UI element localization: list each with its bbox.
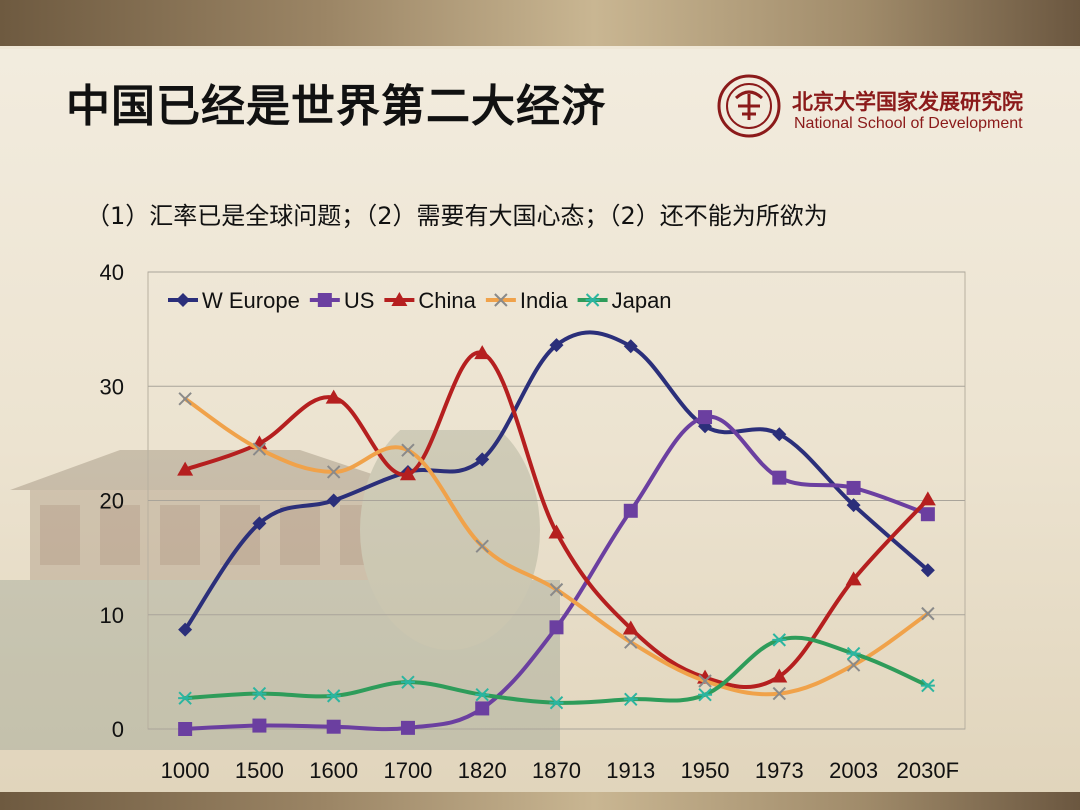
slide-subtitle: （1）汇率已是全球问题；（2）需要有大国心态；（2）还不能为所欲为 bbox=[86, 202, 828, 230]
x-tick-label-1870: 1870 bbox=[532, 758, 581, 783]
data-point-india-1913 bbox=[624, 635, 638, 649]
legend-marker-us bbox=[317, 293, 332, 307]
data-point-us-1973 bbox=[772, 470, 787, 485]
data-point-china-1973 bbox=[771, 668, 788, 683]
legend-label-us: US bbox=[344, 288, 375, 313]
institution-name-english: National School of Development bbox=[794, 115, 1023, 132]
data-point-japan-1913 bbox=[623, 692, 638, 707]
top-divider-line bbox=[0, 46, 1080, 49]
legend-marker-india bbox=[494, 293, 508, 307]
legend-label-w-europe: W Europe bbox=[202, 288, 300, 313]
data-point-india-1700 bbox=[401, 443, 415, 457]
data-point-india-1950 bbox=[698, 674, 712, 688]
data-point-us-1913 bbox=[623, 503, 638, 518]
data-point-w-europe-1600 bbox=[326, 493, 341, 508]
data-point-us-1500 bbox=[252, 718, 267, 733]
series-line-us bbox=[183, 414, 930, 732]
data-point-us-2030F bbox=[920, 507, 935, 522]
data-point-china-1600 bbox=[325, 389, 342, 404]
y-tick-label-30: 30 bbox=[100, 374, 124, 399]
data-point-india-1500 bbox=[252, 442, 267, 456]
data-point-china-1870 bbox=[548, 524, 565, 539]
background-building-illustration bbox=[0, 430, 560, 750]
data-point-india-1000 bbox=[178, 392, 192, 406]
data-point-us-1950 bbox=[698, 410, 713, 425]
x-tick-label-1973: 1973 bbox=[755, 758, 804, 783]
series-line-w-europe bbox=[183, 330, 930, 632]
data-point-w-europe-1913 bbox=[623, 339, 638, 354]
bottom-decoration-bar bbox=[0, 792, 1080, 810]
data-point-japan-1700 bbox=[400, 675, 415, 689]
data-point-china-1700 bbox=[399, 466, 416, 481]
data-point-japan-2003 bbox=[846, 646, 861, 661]
data-point-china-1820 bbox=[474, 345, 491, 360]
series-line-japan bbox=[183, 635, 930, 705]
data-point-us-1820 bbox=[475, 701, 490, 716]
series-line-china bbox=[183, 350, 930, 689]
data-point-japan-1820 bbox=[475, 688, 490, 702]
data-point-china-2003 bbox=[845, 571, 862, 586]
legend-label-india: India bbox=[520, 288, 568, 313]
x-tick-label-2030F: 2030F bbox=[897, 758, 959, 783]
x-tick-label-1820: 1820 bbox=[458, 758, 507, 783]
x-tick-label-1950: 1950 bbox=[681, 758, 730, 783]
data-point-japan-1600 bbox=[326, 689, 341, 703]
x-tick-label-1000: 1000 bbox=[161, 758, 210, 783]
data-point-w-europe-1973 bbox=[772, 427, 787, 442]
data-point-w-europe-1500 bbox=[252, 516, 267, 531]
x-tick-label-2003: 2003 bbox=[829, 758, 878, 783]
slide-title: 中国已经是世界第二大经济 bbox=[66, 81, 606, 132]
data-point-japan-1973 bbox=[772, 633, 787, 647]
legend-marker-w-europe bbox=[176, 293, 190, 307]
legend-label-china: China bbox=[418, 288, 476, 313]
y-tick-label-40: 40 bbox=[100, 260, 124, 285]
y-tick-label-20: 20 bbox=[100, 489, 124, 514]
data-point-japan-1870 bbox=[549, 696, 564, 710]
data-point-japan-1950 bbox=[698, 688, 713, 702]
data-point-w-europe-2003 bbox=[846, 498, 861, 513]
data-point-india-1600 bbox=[326, 465, 341, 479]
x-tick-label-1500: 1500 bbox=[235, 758, 284, 783]
data-point-india-2030F bbox=[921, 606, 935, 621]
x-tick-label-1700: 1700 bbox=[383, 758, 432, 783]
legend-marker-china bbox=[391, 292, 408, 306]
data-point-w-europe-2030F bbox=[920, 563, 935, 578]
top-decoration-bar bbox=[0, 0, 1080, 46]
data-point-india-1973 bbox=[772, 686, 787, 701]
legend-marker-japan bbox=[585, 293, 600, 307]
data-point-india-1820 bbox=[475, 539, 489, 553]
x-tick-label-1600: 1600 bbox=[309, 758, 358, 783]
data-point-us-1600 bbox=[326, 719, 341, 734]
data-point-india-1870 bbox=[549, 582, 564, 597]
data-point-india-2003 bbox=[846, 658, 861, 672]
y-tick-label-10: 10 bbox=[100, 603, 124, 628]
data-point-japan-1000 bbox=[178, 691, 193, 705]
data-point-china-1000 bbox=[177, 461, 194, 476]
data-point-us-1700 bbox=[400, 720, 415, 735]
data-point-china-2030F bbox=[919, 491, 936, 506]
data-point-japan-1500 bbox=[252, 686, 267, 701]
data-point-w-europe-1820 bbox=[475, 452, 490, 467]
y-tick-label-0: 0 bbox=[112, 717, 124, 742]
x-tick-label-1913: 1913 bbox=[606, 758, 655, 783]
university-seal-icon bbox=[717, 74, 781, 138]
data-point-w-europe-1000 bbox=[178, 622, 193, 637]
data-point-w-europe-1870 bbox=[549, 338, 564, 353]
data-point-china-1913 bbox=[622, 620, 639, 635]
data-point-us-1870 bbox=[549, 620, 564, 635]
data-point-us-2003 bbox=[846, 480, 861, 495]
legend-label-japan: Japan bbox=[612, 288, 672, 313]
institution-name-chinese: 北京大学国家发展研究院 bbox=[792, 90, 1023, 114]
data-point-japan-2030F bbox=[920, 678, 935, 693]
series-line-india bbox=[183, 396, 930, 697]
data-point-us-1000 bbox=[178, 722, 193, 736]
